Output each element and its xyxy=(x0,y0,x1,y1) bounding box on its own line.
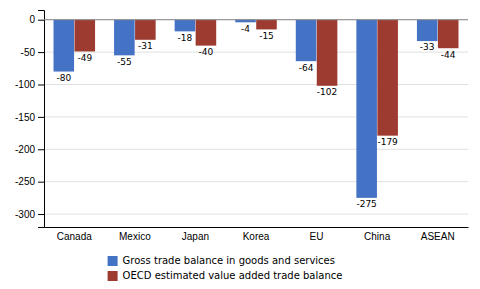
x-tick: Canada xyxy=(57,227,92,242)
bar xyxy=(296,20,317,61)
grid xyxy=(44,20,468,214)
y-axis-line xyxy=(38,11,45,228)
grid-line xyxy=(44,84,468,85)
bar xyxy=(114,20,135,56)
y-tick-label: -200 xyxy=(15,144,35,155)
x-axis-line xyxy=(45,227,469,228)
y-tick-mark xyxy=(38,214,44,215)
bar xyxy=(135,20,156,40)
grid-line xyxy=(44,149,468,150)
bar xyxy=(74,20,95,52)
y-tick-mark xyxy=(38,149,44,150)
bar xyxy=(377,20,398,136)
x-tick: Japan xyxy=(182,227,209,242)
x-tick-label: EU xyxy=(310,231,324,242)
x-tick-label: Korea xyxy=(243,231,270,242)
y-tick: -300 xyxy=(15,209,44,220)
y-tick-label: -250 xyxy=(15,176,35,187)
y-tick-label: 0 xyxy=(29,14,35,25)
data-label: -179 xyxy=(377,137,398,147)
zero-line xyxy=(44,19,468,20)
bar xyxy=(175,20,196,32)
legend-label: OECD estimated value added trade balance xyxy=(123,270,343,281)
x-axis: Canada Mexico Japan Korea EU China ASEAN xyxy=(45,227,469,242)
legend-swatch xyxy=(108,271,118,281)
data-label: -80 xyxy=(56,73,71,83)
x-tick: Korea xyxy=(243,227,270,242)
data-label: -18 xyxy=(178,33,193,43)
chart: 0 -50 -100 -150 -200 -250 -300 Canada Mexico Japa… xyxy=(0,0,480,289)
x-tick-label: China xyxy=(364,231,391,242)
data-label: -15 xyxy=(259,31,274,41)
grid-line xyxy=(44,19,468,20)
y-tick-label: -50 xyxy=(21,47,36,58)
data-label: -275 xyxy=(356,199,376,209)
grid-line xyxy=(44,214,468,215)
bar xyxy=(438,20,459,49)
data-label: -44 xyxy=(441,50,456,60)
y-tick-label: -300 xyxy=(15,209,35,220)
bar xyxy=(317,20,338,86)
y-tick: -200 xyxy=(15,144,44,155)
x-tick-label: Mexico xyxy=(119,231,151,242)
y-tick-mark xyxy=(38,182,44,183)
legend-item: OECD estimated value added trade balance xyxy=(108,270,343,281)
y-tick-label: -100 xyxy=(15,79,35,90)
data-label: -55 xyxy=(117,57,132,67)
x-tick: EU xyxy=(310,227,324,242)
bar xyxy=(356,20,377,198)
x-tick: China xyxy=(364,227,391,242)
data-label: -40 xyxy=(199,47,214,57)
y-tick-label: -150 xyxy=(15,112,35,123)
bar xyxy=(196,20,217,46)
data-label: -64 xyxy=(299,63,314,73)
legend-item: Gross trade balance in goods and service… xyxy=(108,255,335,266)
y-axis: 0 -50 -100 -150 -200 -250 -300 xyxy=(15,11,45,228)
grid-line xyxy=(44,52,468,53)
bars xyxy=(54,20,459,198)
y-tick: 0 xyxy=(29,14,44,25)
legend-label: Gross trade balance in goods and service… xyxy=(123,255,335,266)
data-label: -4 xyxy=(241,24,250,34)
bar xyxy=(54,20,75,72)
bar xyxy=(417,20,438,41)
data-label: -49 xyxy=(77,53,92,63)
data-labels: -80 -55 -18 -4 -64 -275 -33 -49 -31 -40 -15 -102 -17… xyxy=(56,24,455,210)
plot: 0 -50 -100 -150 -200 -250 -300 Canada Mexico Japa… xyxy=(15,11,469,243)
grid-line xyxy=(44,181,468,182)
y-tick: -100 xyxy=(15,79,44,90)
x-tick-label: Japan xyxy=(182,231,209,242)
bar-series xyxy=(54,20,438,198)
y-tick: -250 xyxy=(15,176,44,187)
y-tick: -50 xyxy=(21,47,44,58)
data-label: -33 xyxy=(420,42,435,52)
legend: Gross trade balance in goods and service… xyxy=(108,255,343,281)
y-tick-mark xyxy=(38,52,44,53)
x-tick: ASEAN xyxy=(421,227,455,242)
x-tick: Mexico xyxy=(119,227,151,242)
x-tick-label: ASEAN xyxy=(421,231,455,242)
x-tick-label: Canada xyxy=(57,231,92,242)
bar xyxy=(256,20,277,30)
data-label: -102 xyxy=(317,87,337,97)
bar-series xyxy=(74,20,458,136)
y-tick-mark xyxy=(38,20,44,21)
data-label: -31 xyxy=(138,41,153,51)
y-tick: -150 xyxy=(15,112,44,123)
grid-line xyxy=(44,116,468,117)
legend-swatch xyxy=(108,256,118,266)
y-tick-mark xyxy=(38,84,44,85)
y-tick-mark xyxy=(38,117,44,118)
